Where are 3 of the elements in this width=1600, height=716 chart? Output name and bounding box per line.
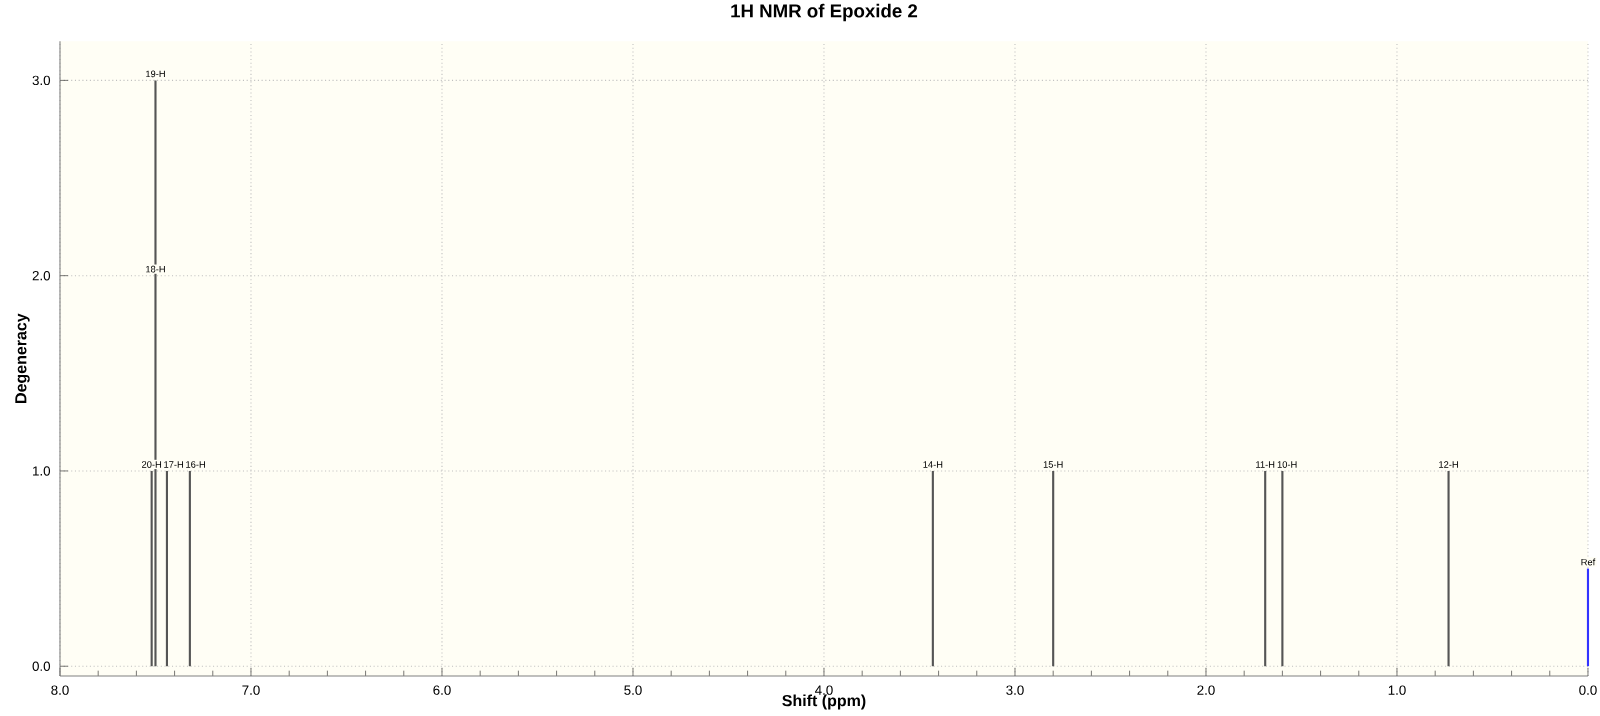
chart-title: 1H NMR of Epoxide 2 xyxy=(731,3,918,22)
y-axis-title: Degeneracy xyxy=(15,313,30,403)
x-axis-title: Shift (ppm) xyxy=(782,694,866,710)
